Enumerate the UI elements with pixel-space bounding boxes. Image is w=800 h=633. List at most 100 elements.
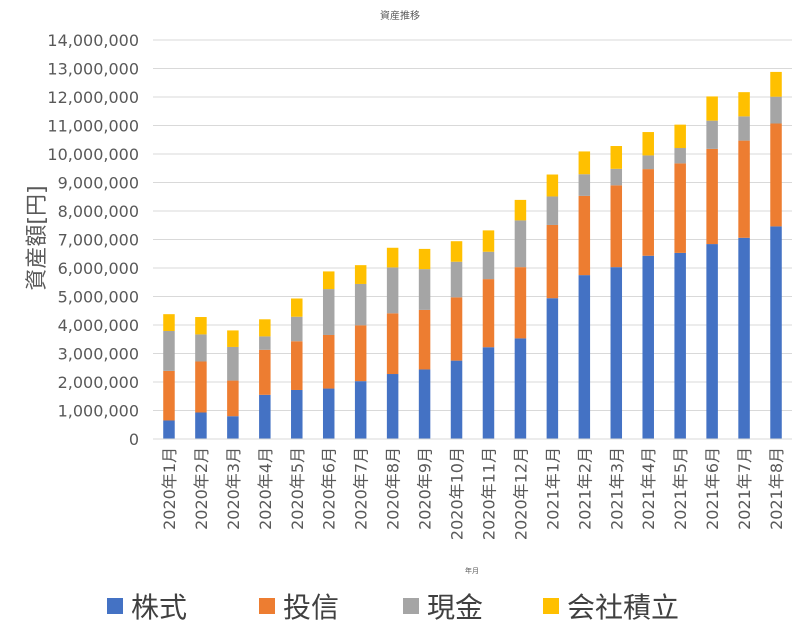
bar-segment <box>227 380 239 417</box>
bar-segment <box>642 155 654 170</box>
x-tick-label: 2021年7月 <box>735 447 754 530</box>
bar-segment <box>674 163 686 253</box>
y-tick-label: 5,000,000 <box>58 288 139 307</box>
x-tick-label: 2021年4月 <box>639 447 658 530</box>
legend-label: 現金 <box>427 591 483 624</box>
bar-segment <box>642 255 654 439</box>
bar-segment <box>674 252 686 439</box>
y-axis-ticks: 0 1,000,000 2,000,000 3,000,000 4,000,000 5,0… <box>47 31 139 449</box>
x-tick-label: 2020年5月 <box>288 447 307 530</box>
bar-segment <box>482 230 495 252</box>
y-tick-label: 12,000,000 <box>47 88 139 107</box>
bar-segment <box>642 132 654 156</box>
y-axis-label: 資産額[円] <box>25 185 50 290</box>
bar-segment <box>642 169 654 256</box>
bar-segment <box>450 241 463 262</box>
y-tick-label: 3,000,000 <box>58 345 139 364</box>
bar-segment <box>674 124 686 149</box>
bars <box>163 71 782 439</box>
bar-segment <box>418 309 431 370</box>
legend-label: 株式 <box>131 591 187 624</box>
bar-segment <box>546 196 559 225</box>
bar-segment <box>386 267 399 314</box>
bar-segment <box>386 374 399 439</box>
bar-segment <box>482 279 495 348</box>
y-tick-label: 10,000,000 <box>47 145 139 164</box>
legend-item: 会社積立 <box>543 591 679 624</box>
x-tick-label: 2020年7月 <box>352 447 371 530</box>
bar-segment <box>610 185 623 268</box>
y-tick-label: 9,000,000 <box>58 174 139 193</box>
x-tick-label: 2020年1月 <box>160 447 179 530</box>
bar-segment <box>514 220 527 268</box>
bar-segment <box>291 389 303 439</box>
x-tick-label: 2021年8月 <box>767 447 786 530</box>
bar-segment <box>450 297 463 361</box>
x-tick-label: 2020年2月 <box>192 447 211 530</box>
bar-segment <box>386 247 399 268</box>
bar-segment <box>386 313 399 375</box>
bar-segment <box>738 237 750 439</box>
bar-segment <box>514 338 527 439</box>
y-tick-label: 7,000,000 <box>58 231 139 250</box>
x-tick-label: 2021年1月 <box>543 447 562 530</box>
bar-segment <box>195 334 207 362</box>
x-tick-label: 2021年2月 <box>575 447 594 530</box>
chart-title: 資産推移 <box>380 9 420 22</box>
y-tick-label: 1,000,000 <box>58 402 139 421</box>
x-tick-label: 2020年9月 <box>416 447 435 530</box>
bar-segment <box>738 92 750 117</box>
bar-segment <box>770 226 782 439</box>
legend-swatch <box>543 598 559 614</box>
legend-label: 投信 <box>283 591 339 624</box>
bar-segment <box>195 412 207 439</box>
bar-segment <box>227 346 239 381</box>
bar-segment <box>706 120 718 149</box>
bar-segment <box>770 96 782 124</box>
bar-segment <box>163 314 175 331</box>
bar-segment <box>354 325 367 382</box>
bar-segment <box>770 71 782 97</box>
legend-label: 会社積立 <box>567 591 679 624</box>
bar-segment <box>738 116 750 141</box>
y-tick-label: 8,000,000 <box>58 202 139 221</box>
bar-segment <box>706 148 718 245</box>
x-tick-label: 2020年6月 <box>320 447 339 530</box>
x-tick-label: 2021年3月 <box>607 447 626 530</box>
bar-segment <box>259 319 271 337</box>
bar-segment <box>163 330 175 371</box>
bar-segment <box>195 361 207 413</box>
bar-segment <box>610 267 623 439</box>
bar-segment <box>610 168 623 186</box>
bar-segment <box>546 224 559 299</box>
bar-segment <box>578 151 591 175</box>
bar-segment <box>322 271 335 290</box>
x-tick-label: 2020年10月 <box>448 447 467 540</box>
x-tick-label: 2021年5月 <box>671 447 690 530</box>
bar-segment <box>482 347 495 439</box>
gridlines <box>153 39 792 411</box>
bar-segment <box>227 416 239 439</box>
bar-segment <box>514 199 527 221</box>
legend-swatch <box>403 598 419 614</box>
bar-segment <box>354 265 367 284</box>
x-tick-label: 2020年11月 <box>479 447 498 540</box>
bar-segment <box>163 420 175 439</box>
bar-segment <box>322 388 335 439</box>
bar-segment <box>291 298 303 317</box>
bar-segment <box>706 96 718 121</box>
legend-item: 投信 <box>259 591 339 624</box>
legend-item: 株式 <box>107 591 187 624</box>
y-tick-label: 13,000,000 <box>47 60 139 79</box>
y-tick-label: 2,000,000 <box>58 373 139 392</box>
bar-segment <box>418 369 431 439</box>
bar-segment <box>195 317 207 335</box>
bar-segment <box>354 283 367 326</box>
bar-segment <box>291 341 303 390</box>
x-tick-label: 2021年6月 <box>703 447 722 530</box>
y-tick-label: 6,000,000 <box>58 259 139 278</box>
x-axis-ticks: 2020年1月 2020年2月 2020年3月 2020年4月 2020年5月 2020年… <box>160 447 786 540</box>
legend-swatch <box>107 598 123 614</box>
bar-segment <box>770 123 782 227</box>
